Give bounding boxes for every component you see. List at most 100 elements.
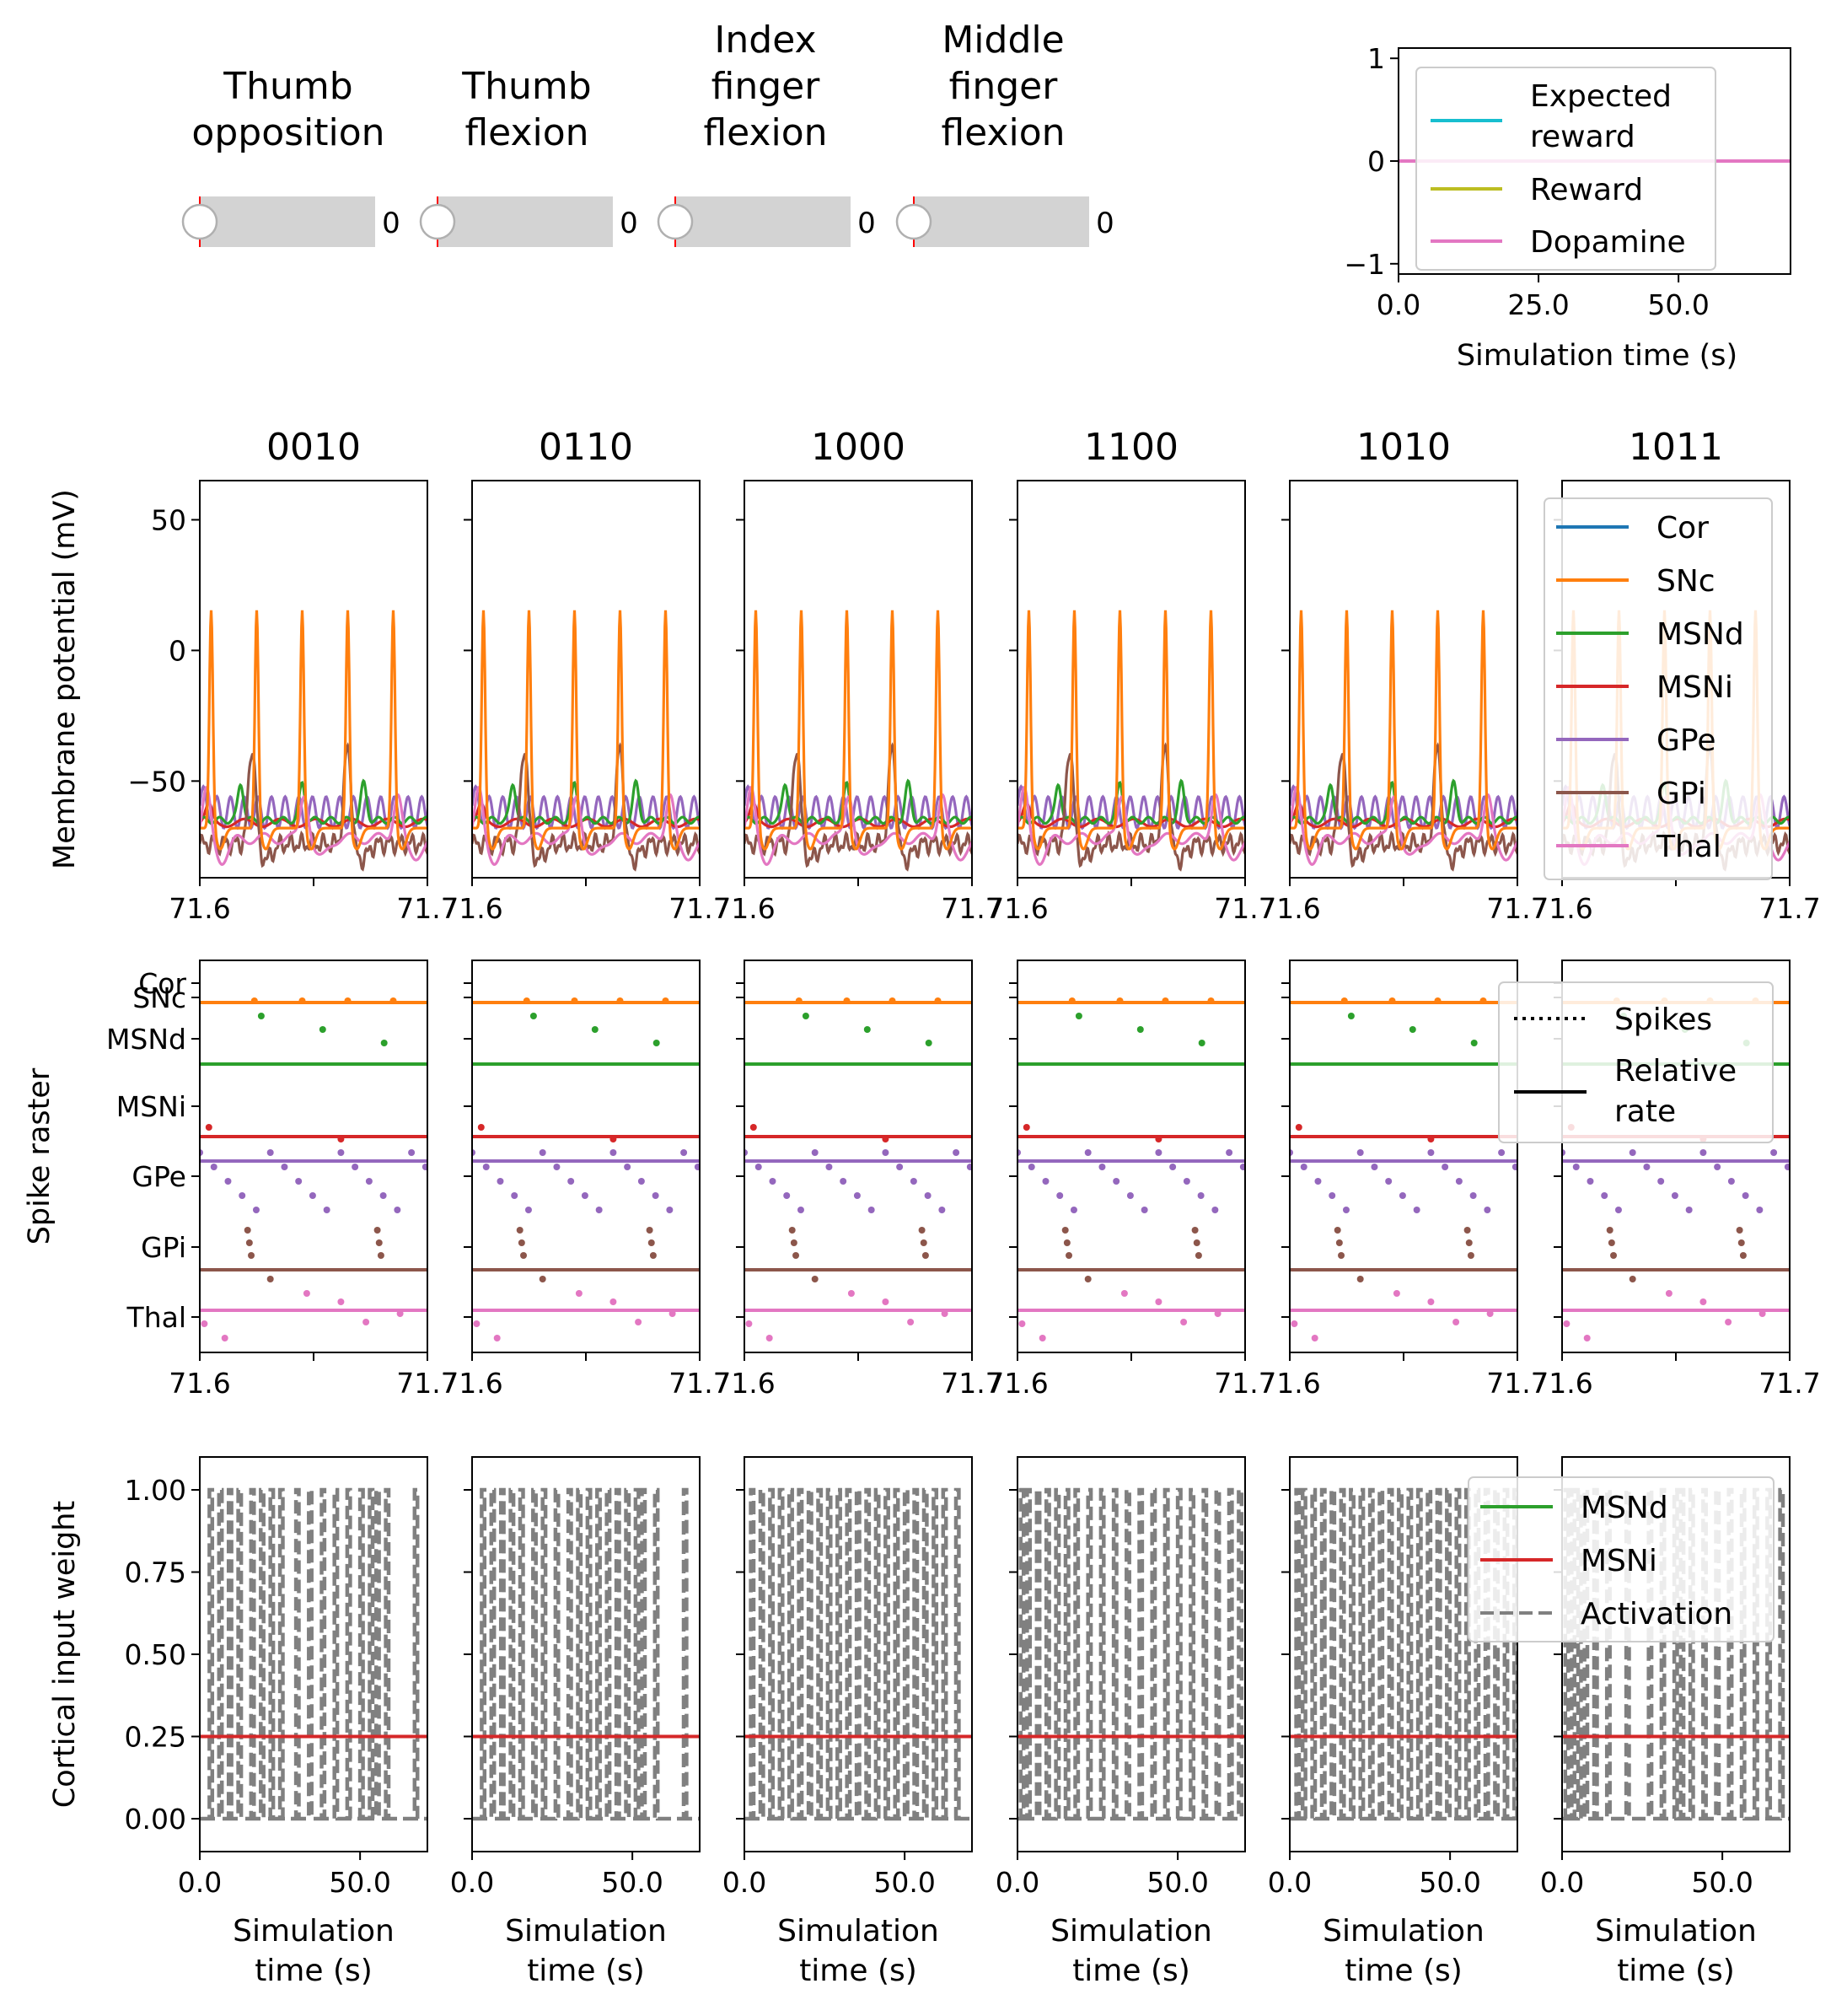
spike-GPe (921, 1178, 927, 1185)
weight-xtick-label: 50.0 (1146, 1866, 1208, 1899)
trace-SNc (1290, 610, 1517, 851)
spike-Thal (668, 1310, 676, 1317)
spike-GPe (1614, 1207, 1622, 1213)
trace-GPi (1017, 742, 1245, 872)
spike-GPe (1522, 1164, 1529, 1170)
slider-track[interactable] (200, 196, 375, 247)
spike-GPe (1098, 1164, 1106, 1170)
spike-GPe (1423, 1207, 1430, 1213)
weight-xlabel: Simulation (1323, 1914, 1485, 1949)
spike-GPe (1437, 1149, 1444, 1156)
membrane-legend-label: MSNi (1656, 670, 1733, 705)
spike-GPe (1342, 1207, 1350, 1213)
column-title: 1000 (811, 426, 905, 469)
membrane-legend-label: Thal (1656, 830, 1721, 864)
trace-SNc (200, 610, 427, 851)
raster-legend-label: rate (1614, 1094, 1676, 1129)
spike-GPe (1084, 1149, 1092, 1156)
spike-MSNi (1155, 1136, 1162, 1142)
spike-Thal (882, 1298, 889, 1305)
activation-trace (472, 1487, 700, 1821)
spike-GPe (394, 1207, 401, 1213)
spike-GPe (1667, 1178, 1674, 1185)
spike-GPe (676, 1207, 683, 1213)
spike-GPi (377, 1252, 384, 1259)
slider-label-line: Thumb (223, 65, 352, 108)
membrane-ylabel: Membrane potential (mV) (48, 489, 82, 869)
spike-Thal (609, 1298, 617, 1305)
raster-xtick-label: 71.7 (396, 1367, 458, 1400)
weight-legend-box (1468, 1476, 1775, 1642)
raster-xtick-label: 71.6 (1259, 1367, 1320, 1400)
spike-GPi (1739, 1252, 1747, 1259)
spike-GPe (835, 1164, 842, 1170)
weight-legend: MSNd MSNi Activation (1468, 1476, 1775, 1642)
spike-Thal (745, 1320, 753, 1327)
slider-track[interactable] (438, 196, 613, 247)
spike-GPe (705, 1164, 711, 1170)
spike-Thal (1486, 1310, 1494, 1317)
membrane-legend-label: GPi (1656, 777, 1706, 811)
slider-handle[interactable] (895, 203, 932, 240)
reward-ytick-label: 1 (1367, 42, 1385, 75)
activation-trace (1290, 1487, 1517, 1821)
spike-GPe (797, 1207, 804, 1213)
column-title: 0110 (539, 426, 633, 469)
membrane-legend-label: SNc (1656, 564, 1715, 599)
trace-SNc (744, 610, 972, 851)
spike-GPe (1671, 1192, 1678, 1199)
spike-Thal (1214, 1310, 1221, 1317)
reward-ytick-label: 0 (1367, 145, 1385, 178)
spike-GPe (224, 1178, 232, 1185)
spike-GPi (1737, 1239, 1745, 1246)
weight-ytick-label: 0.00 (125, 1803, 186, 1836)
raster-legend-box (1498, 981, 1774, 1143)
spike-GPi (1084, 1276, 1092, 1282)
activation-trace (1017, 1487, 1245, 1821)
spike-GPe (1643, 1164, 1651, 1170)
spike-Thal (1039, 1335, 1046, 1341)
slider-track[interactable] (914, 196, 1089, 247)
spike-GPe (620, 1149, 626, 1156)
spike-GPi (920, 1239, 927, 1246)
spike-GPe (1427, 1149, 1435, 1156)
weight-panel-0010: 1.00 0.75 0.50 0.25 0.00 0.0 50.0 Simulation tim… (125, 1456, 428, 1988)
slider-handle[interactable] (657, 203, 694, 240)
spike-Thal (221, 1335, 228, 1341)
spike-GPi (1193, 1239, 1200, 1246)
spike-GPe (337, 1149, 345, 1156)
slider-value: 0 (620, 207, 638, 240)
spike-GPi (1463, 1227, 1471, 1234)
slider-handle[interactable] (419, 203, 456, 240)
spike-Thal (396, 1310, 404, 1317)
spike-MSNi (1295, 1124, 1302, 1131)
spike-GPe (1795, 1164, 1801, 1170)
spike-GPe (581, 1192, 588, 1199)
spike-GPe (896, 1164, 904, 1170)
weight-xlabel: time (s) (1345, 1954, 1463, 1988)
membrane-panel-1010: 1010 71.6 71.7 (1259, 426, 1548, 925)
weight-xtick-label: 0.0 (178, 1866, 222, 1899)
membrane-panel-1100: 1100 71.6 71.7 (986, 426, 1275, 925)
weight-xtick-label: 50.0 (329, 1866, 390, 1899)
spike-GPe (1311, 1164, 1318, 1170)
reward-xtick-label: 0.0 (1377, 288, 1420, 321)
spike-Thal (201, 1320, 208, 1327)
trace-SNc (1017, 610, 1245, 851)
slider-handle[interactable] (181, 203, 218, 240)
spike-Thal (1018, 1320, 1026, 1327)
spike-GPe (1141, 1207, 1148, 1213)
spike-GPe (966, 1164, 972, 1170)
spike-GPe (1756, 1207, 1764, 1213)
spike-GPe (1484, 1207, 1491, 1213)
cortical-weight-row: 1.00 0.75 0.50 0.25 0.00 0.0 50.0 Simulation tim… (48, 1456, 1791, 1988)
weight-panel-0110: 0.0 50.0 Simulation time (s) (450, 1456, 701, 1988)
spike-GPe (539, 1149, 546, 1156)
slider-track[interactable] (675, 196, 851, 247)
